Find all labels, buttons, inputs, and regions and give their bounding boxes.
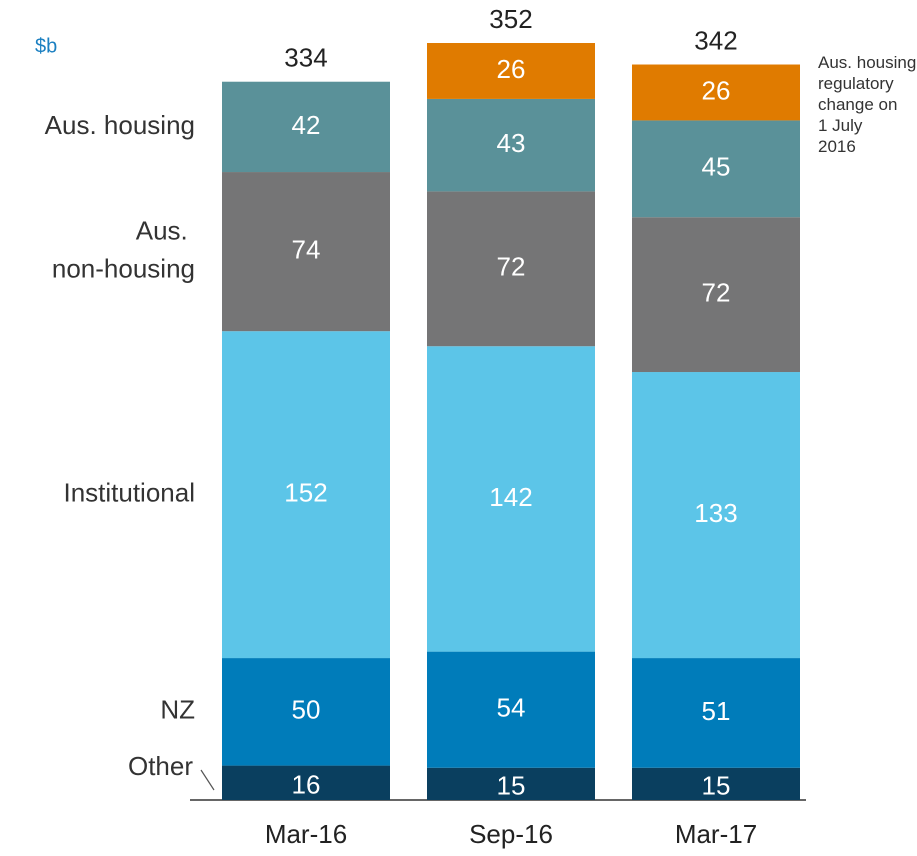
series-label: Aus. housing: [45, 110, 195, 140]
value-label: 74: [292, 234, 321, 264]
bar-segment: [632, 120, 800, 218]
bar-segment: [222, 331, 390, 659]
bar-segment: [427, 98, 595, 192]
value-label: 152: [284, 477, 327, 507]
bar-segment: [632, 372, 800, 659]
total-label: 334: [284, 43, 327, 73]
value-label: 133: [694, 498, 737, 528]
x-tick-label: Sep-16: [469, 819, 553, 849]
bar-segment: [222, 765, 390, 800]
value-label: 15: [497, 771, 526, 801]
value-label: 54: [497, 693, 526, 723]
bar-segment: [222, 658, 390, 766]
value-label: 51: [702, 696, 731, 726]
x-tick-label: Mar-16: [265, 819, 347, 849]
annotation: Aus. housing regulatory change on 1 July…: [818, 53, 917, 156]
series-label: Institutional: [63, 477, 195, 507]
value-label: 16: [292, 770, 321, 800]
total-label: 352: [489, 4, 532, 34]
value-label: 50: [292, 695, 321, 725]
value-label: 142: [489, 482, 532, 512]
x-tick-label: Mar-17: [675, 819, 757, 849]
bar-segment: [427, 191, 595, 347]
bar-segment: [632, 767, 800, 800]
bar-segment: [632, 658, 800, 768]
series-label: NZ: [160, 695, 195, 725]
value-label: 45: [702, 152, 731, 182]
series-label: Other: [128, 751, 193, 781]
bar-segment: [632, 64, 800, 121]
total-label: 342: [694, 25, 737, 55]
value-label: 26: [497, 54, 526, 84]
value-label: 72: [702, 277, 731, 307]
bar-segment: [222, 81, 390, 173]
bar-segment: [427, 767, 595, 800]
bar-segment: [427, 43, 595, 99]
series-label: Aus. non-housing: [52, 215, 195, 283]
value-label: 72: [497, 252, 526, 282]
value-label: 42: [292, 110, 321, 140]
value-label: 15: [702, 771, 731, 801]
bar-segment: [632, 217, 800, 373]
bar-segment: [427, 346, 595, 652]
value-label: 26: [702, 75, 731, 105]
leader-line: [200, 769, 215, 791]
unit-label: $b: [35, 35, 57, 57]
bar-segment: [427, 651, 595, 768]
bar-segment: [222, 172, 390, 332]
value-label: 43: [497, 128, 526, 158]
